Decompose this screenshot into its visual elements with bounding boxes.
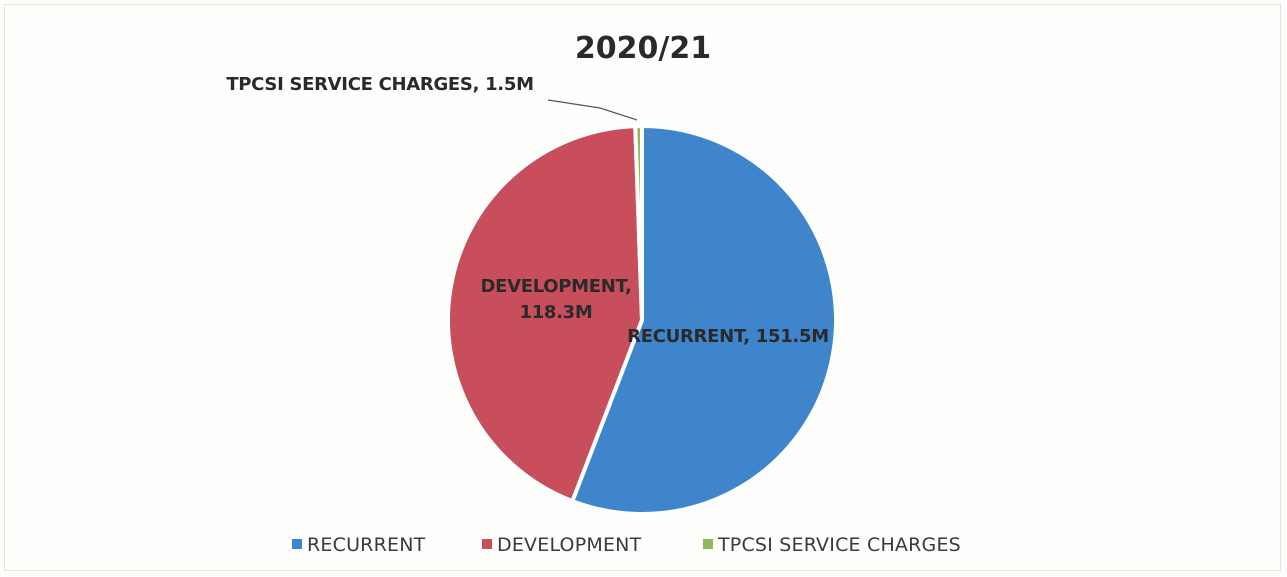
legend-swatch-recurrent: [292, 539, 302, 549]
pie-slices: [446, 124, 838, 516]
pie-slice-tpcsi-service-charges: [633, 124, 644, 322]
data-label-development-line1: DEVELOPMENT,: [480, 276, 631, 297]
legend-label-tpcsi: TPCSI SERVICE CHARGES: [717, 534, 961, 556]
legend-swatch-development: [482, 539, 492, 549]
legend-label-recurrent: RECURRENT: [307, 534, 426, 556]
pie-slice-development: [446, 124, 644, 504]
legend: RECURRENT DEVELOPMENT TPCSI SERVICE CHAR…: [292, 534, 961, 556]
data-label-development-line2: 118.3M: [519, 302, 592, 323]
legend-label-development: DEVELOPMENT: [497, 534, 642, 556]
data-label-recurrent: RECURRENT, 151.5M: [627, 326, 829, 347]
pie-slice-recurrent: [570, 124, 838, 516]
leader-line-tpcsi: [547, 99, 638, 121]
legend-swatch-tpcsi: [703, 539, 713, 549]
data-label-tpcsi: TPCSI SERVICE CHARGES, 1.5M: [226, 74, 533, 95]
chart-title: 2020/21: [575, 31, 711, 66]
